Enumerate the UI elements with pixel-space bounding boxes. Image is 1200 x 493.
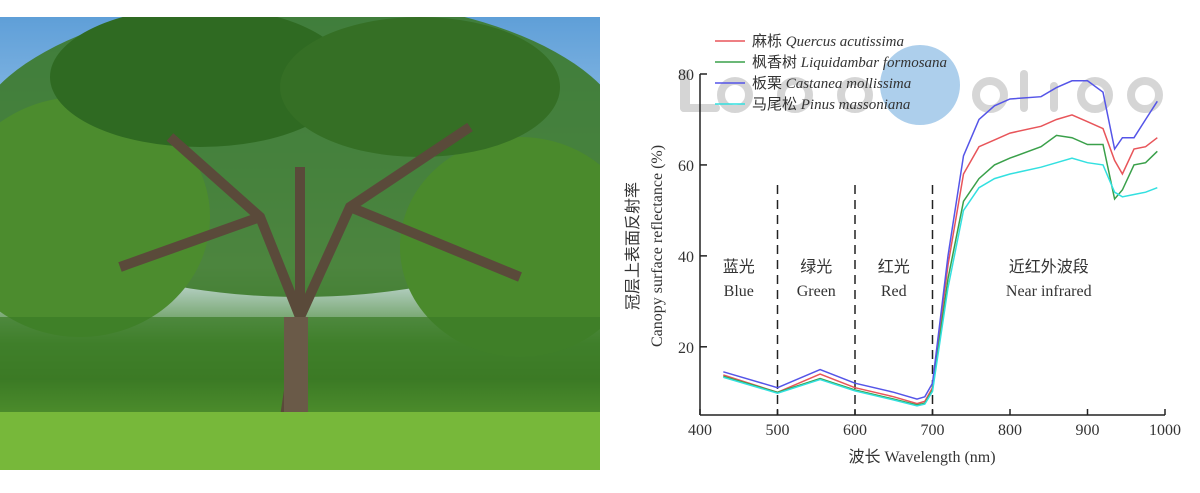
x-tick-label: 700 xyxy=(921,422,945,439)
tree-illustration xyxy=(0,17,600,470)
series-line-quercus-acutissima xyxy=(723,114,1158,405)
series-line-liquidambar-formosana xyxy=(723,134,1158,406)
legend-label: Quercus acutissima xyxy=(786,34,904,50)
band-label: Green xyxy=(797,283,836,300)
band-label-cn: 近红外波段 xyxy=(1009,258,1089,276)
band-label: Near infrared xyxy=(1006,283,1092,300)
y-tick-label: 40 xyxy=(678,249,694,266)
legend-label: Castanea mollissima xyxy=(786,76,911,92)
band-label: Red xyxy=(881,283,907,300)
x-tick-label: 900 xyxy=(1076,422,1100,439)
x-tick-label: 600 xyxy=(843,422,867,439)
legend-label: Pinus massoniana xyxy=(800,97,911,113)
y-tick-label: 60 xyxy=(678,158,694,175)
legend-label-cn: 马尾松 xyxy=(752,96,801,113)
y-tick-label: 80 xyxy=(678,67,694,84)
legend-entry: 马尾松 Pinus massoniana xyxy=(752,96,910,113)
y-tick-label: 20 xyxy=(678,340,694,357)
x-tick-label: 500 xyxy=(766,422,790,439)
x-axis-label: 波长 Wavelength (nm) xyxy=(848,448,995,466)
legend-label-cn: 板栗 xyxy=(752,74,786,92)
x-tick-label: 800 xyxy=(998,422,1022,439)
legend-entry: 枫香树 Liquidambar formosana xyxy=(752,54,947,71)
watermark-logo xyxy=(680,70,1163,113)
tree-photo xyxy=(0,17,600,470)
series-line-pinus-massoniana xyxy=(723,157,1158,407)
y-axis-label-cn: 冠层上表面反射率 xyxy=(624,182,642,310)
x-tick-label: 1000 xyxy=(1149,422,1181,439)
legend-entry: 麻栎 Quercus acutissima xyxy=(752,33,904,50)
band-label-cn: 绿光 xyxy=(800,258,832,276)
x-tick-label: 400 xyxy=(688,422,712,439)
legend-entry: 板栗 Castanea mollissima xyxy=(752,74,911,92)
band-label: Blue xyxy=(724,283,754,300)
chart-svg: 400 500 600 700 800 900 1000 20 40 60 80 蓝光 Blue 绿光 Gr… xyxy=(624,33,1181,466)
band-label-cn: 蓝光 xyxy=(723,258,755,276)
legend-label-cn: 枫香树 xyxy=(752,54,801,71)
reflectance-chart: 400 500 600 700 800 900 1000 20 40 60 80 蓝光 Blue 绿光 Gr… xyxy=(620,0,1200,488)
series-line-castanea-mollissima xyxy=(723,80,1158,400)
legend-label-cn: 麻栎 xyxy=(752,33,786,50)
y-axis-label: Canopy surface reflectance (%) xyxy=(649,145,666,347)
band-label-cn: 红光 xyxy=(878,258,910,276)
watermark-dot xyxy=(880,45,960,125)
legend-label: Liquidambar formosana xyxy=(800,55,947,71)
